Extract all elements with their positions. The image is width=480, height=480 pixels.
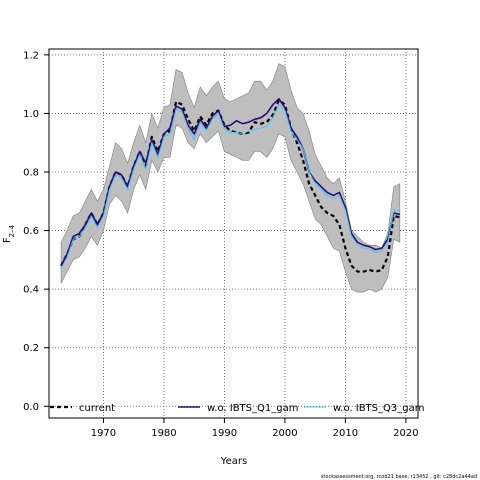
- x-tick-label-1990: 1990: [212, 428, 237, 439]
- confidence-band-layer: [60, 63, 401, 293]
- x-tick-label-2010: 2010: [333, 428, 358, 439]
- y-axis: 0.0 0.2 0.4 0.6 0.8 1.0 1.2: [23, 50, 49, 413]
- legend-label-2: w.o. IBTS_Q1_gam: [207, 403, 298, 414]
- x-axis: 1970 1980 1990 2000 2010 2020: [91, 418, 419, 439]
- series-layer: [60, 97, 401, 273]
- x-tick-label-1970: 1970: [91, 428, 116, 439]
- y-tick-label-0.8: 0.8: [23, 168, 39, 179]
- series-2: [60, 97, 401, 267]
- confidence-band: [60, 63, 401, 293]
- x-tick-label-1980: 1980: [151, 428, 176, 439]
- footnote: stockassessment.org, rcod21 base, r13452…: [321, 474, 477, 480]
- legend-label-1: current: [79, 403, 115, 414]
- legend-label-3: w.o. IBTS_Q3_gam: [333, 403, 424, 414]
- legend: current w.o. IBTS_Q1_gam w.o. IBTS_Q3_gam: [50, 403, 424, 414]
- y-axis-title-subscript: 2–4: [8, 224, 16, 237]
- y-axis-title-base: F: [2, 237, 13, 243]
- x-axis-title: Years: [220, 456, 247, 467]
- series-3: [60, 104, 400, 269]
- y-tick-label-0.2: 0.2: [23, 343, 39, 354]
- x-tick-label-2000: 2000: [272, 428, 297, 439]
- y-tick-label-0.4: 0.4: [23, 285, 39, 296]
- x-tick-label-2020: 2020: [393, 428, 418, 439]
- y-tick-label-1.0: 1.0: [23, 109, 39, 120]
- y-tick-label-0.0: 0.0: [23, 402, 39, 413]
- y-tick-label-0.6: 0.6: [23, 226, 39, 237]
- plot-frame: [48, 48, 419, 419]
- y-axis-title: F2–4: [2, 224, 16, 243]
- y-tick-label-1.2: 1.2: [23, 50, 39, 61]
